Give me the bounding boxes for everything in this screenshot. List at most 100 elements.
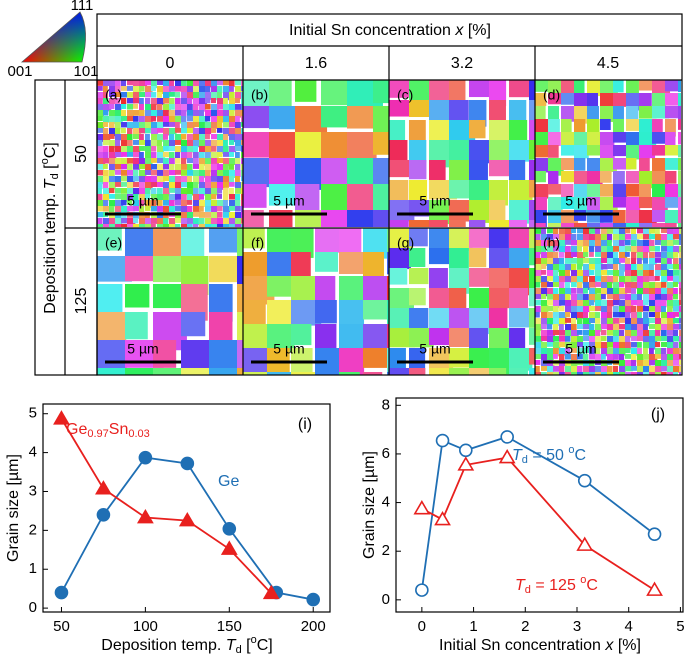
grain [103,224,109,227]
grain [223,200,228,208]
grain [133,134,141,140]
plot-frame [42,403,331,613]
grain [409,308,429,331]
grain [133,140,141,145]
marker [178,512,196,527]
grain [469,120,486,139]
grain [127,80,135,86]
grain [613,372,621,375]
grain [673,228,681,235]
grain [217,152,223,158]
grain [229,104,236,111]
grain [509,308,535,328]
text-part: x [454,22,464,39]
grain [655,264,663,272]
grain [601,240,608,247]
grain [595,282,602,287]
grain [181,140,189,147]
grain [547,348,555,355]
grain [595,330,601,337]
grain [157,122,164,130]
grain [409,200,430,217]
grain [655,306,662,313]
grain [601,348,608,357]
grain [241,164,243,173]
grain [243,372,274,375]
y-tick-label: 5 [29,405,37,422]
grain [387,276,389,305]
text-part: o [580,574,586,586]
grain [193,104,199,112]
grain [175,170,182,175]
grain [187,122,195,129]
grain [643,324,648,332]
grain [97,212,105,218]
scale-label: 5 µm [273,341,304,357]
y-axis-label: Grain size [µm] [5,454,22,562]
grain [321,80,349,106]
grain [127,158,134,164]
grain [601,246,609,255]
grain [127,200,133,206]
grain [489,220,510,227]
grain [409,220,435,227]
grain [235,200,241,208]
grain [121,104,127,110]
grain [241,188,243,196]
grain [571,240,580,246]
grain [649,252,655,261]
grain [577,372,584,375]
grain [205,86,211,93]
grain [121,152,129,157]
grain [199,134,206,142]
grain [97,104,104,112]
grain [587,119,600,137]
grain [139,122,148,130]
grain [577,366,583,374]
grain [589,312,597,320]
grain [175,134,183,142]
grain [665,93,679,106]
grain [211,170,218,177]
grain [673,258,679,265]
grain [127,104,134,110]
grain [151,122,159,131]
grain [115,176,122,184]
grain [631,318,639,326]
grain [217,200,225,207]
grain [571,258,580,264]
grain [661,342,670,348]
grain [643,300,649,306]
grain [673,354,681,361]
grain [547,282,554,288]
grain [607,240,612,247]
grain [229,212,237,220]
grain [571,366,580,374]
grain [199,206,204,212]
grain [151,110,159,118]
grain [241,98,243,106]
grain [655,312,661,320]
grain [679,324,681,330]
grain [157,92,163,98]
grain [673,282,678,287]
grain [639,80,655,91]
grain [613,119,624,133]
grain [205,224,212,227]
grain [157,128,164,133]
grain [553,228,559,235]
grain [541,318,550,326]
grain [241,86,243,92]
grain [673,264,680,270]
grain [229,80,235,88]
grain [169,224,177,227]
grain [267,324,295,353]
grain [607,246,615,254]
grain [449,100,469,126]
grain [223,164,229,171]
grain [561,197,578,210]
grain [619,366,626,373]
grain [613,282,620,290]
panel-label: (f) [251,235,264,251]
grain [291,228,314,258]
